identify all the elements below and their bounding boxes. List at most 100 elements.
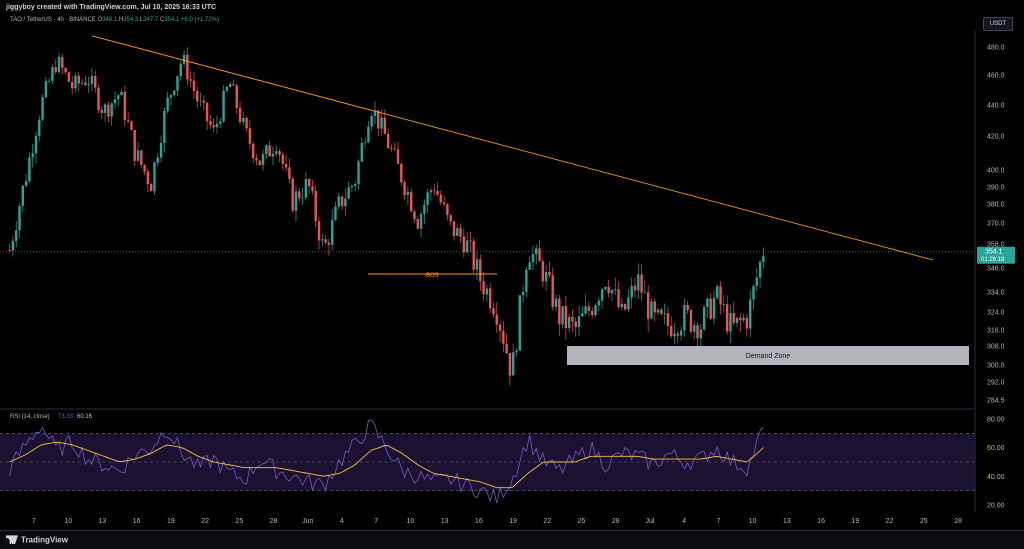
candle-body	[732, 312, 735, 323]
candle-body	[630, 285, 633, 298]
candle-body	[419, 213, 423, 229]
candle-body	[235, 85, 238, 108]
time-tick-label-12: 13	[441, 518, 449, 525]
candle-body	[406, 191, 410, 196]
candle-body	[222, 90, 225, 122]
price-tick-label-1: 460.0	[987, 73, 1005, 80]
candle-body	[479, 259, 482, 282]
price-pane[interactable]: 354.1 01:26:18 BOS Demand Zone	[0, 35, 1015, 386]
candle-body	[186, 54, 189, 80]
price-tick-label-15: 292.0	[987, 380, 1005, 387]
price-tick-label-14: 300.0	[987, 363, 1005, 370]
candle-body	[699, 329, 703, 339]
rsi-tick-label-3: 20.00	[987, 502, 1005, 509]
candle-body	[61, 57, 64, 68]
candle-body	[745, 317, 749, 329]
time-tick-label-25: 22	[886, 518, 894, 525]
candle-body	[67, 72, 71, 82]
candle-body	[541, 261, 545, 282]
candle-body	[650, 301, 653, 319]
candle-body	[245, 118, 248, 129]
symbol-info: TAO / TetherUS · 4h · BINANCE O348.1 H35…	[10, 17, 219, 23]
rsi-tick-label-1: 60.00	[987, 445, 1005, 452]
candle-body	[548, 272, 551, 276]
ohlc-close-label: C	[159, 17, 165, 23]
ohlc-open: 348.1	[102, 17, 118, 23]
price-tick-label-6: 380.0	[987, 202, 1005, 209]
candle-body	[337, 196, 340, 207]
candle-body	[515, 350, 518, 353]
candle-body	[617, 289, 620, 308]
symbol-name[interactable]: TAO / TetherUS · 4h · BINANCE	[10, 17, 96, 23]
candle-body	[80, 82, 84, 84]
candle-body	[38, 119, 41, 136]
time-tick-label-14: 19	[509, 518, 517, 525]
candle-body	[521, 291, 525, 296]
ohlc-close: 354.1	[164, 17, 180, 23]
candle-body	[538, 248, 541, 262]
candle-body	[357, 161, 360, 185]
candle-body	[8, 250, 11, 251]
candle-body	[51, 67, 54, 81]
candle-body	[508, 353, 512, 376]
candle-body	[159, 142, 163, 158]
trendline	[91, 35, 934, 261]
current-price-label: 354.1	[985, 248, 1003, 255]
rsi-ma-value: 60.16	[77, 414, 93, 420]
candle-body	[18, 206, 21, 231]
candle-body	[604, 287, 607, 290]
candle-body	[248, 128, 252, 144]
tradingview-logo: TradingView	[6, 535, 68, 545]
candle-body	[669, 326, 673, 337]
candle-body	[755, 277, 758, 287]
candle-body	[84, 82, 87, 86]
candle-body	[156, 157, 159, 163]
candle-body	[271, 153, 275, 157]
candle-body	[739, 317, 742, 321]
candle-body	[581, 313, 584, 317]
candle-body	[311, 186, 314, 191]
candle-body	[225, 86, 229, 91]
candle-body	[103, 104, 107, 113]
rsi-title: RSI (14, close)	[10, 414, 50, 420]
candle-body	[429, 190, 433, 193]
candle-body	[130, 121, 133, 130]
candle-body	[528, 262, 531, 270]
candle-body	[354, 184, 357, 186]
candle-body	[518, 295, 521, 351]
candle-body	[77, 75, 80, 84]
candle-body	[587, 306, 591, 312]
candle-body	[166, 97, 169, 111]
price-tick-label-12: 316.0	[987, 328, 1005, 335]
candle-body	[360, 142, 364, 162]
currency-button[interactable]: USDT	[983, 17, 1013, 31]
candle-body	[482, 281, 485, 295]
candle-body	[561, 305, 564, 325]
candle-body	[505, 343, 508, 354]
candle-body	[143, 164, 146, 172]
candle-body	[288, 167, 291, 179]
chart-canvas[interactable]: 354.1 01:26:18 BOS Demand Zone 80.00 60.00 40…	[0, 0, 1024, 530]
candle-body	[656, 309, 660, 313]
candle-body	[268, 145, 271, 157]
candle-body	[386, 134, 390, 149]
time-tick-label-7: 28	[270, 518, 278, 525]
candle-body	[205, 102, 209, 122]
candle-body	[149, 184, 153, 192]
price-tick-label-8: 358.0	[987, 242, 1005, 249]
time-tick-label-9: 4	[340, 518, 344, 525]
rsi-pane[interactable]: 80.00 60.00 40.00 20.00 RSI (14, close) 73.33…	[0, 414, 1005, 509]
time-tick-label-18: Jul	[646, 518, 655, 525]
candle-body	[140, 150, 143, 165]
candle-body	[488, 288, 492, 309]
candle-body	[535, 248, 538, 255]
current-price-tag	[977, 246, 1015, 264]
candle-body	[729, 312, 732, 332]
ohlc-high: 354.3	[123, 17, 139, 23]
price-tick-label-11: 324.0	[987, 310, 1005, 317]
time-tick-label-22: 13	[783, 518, 791, 525]
candle-body	[646, 292, 650, 319]
candle-body	[591, 311, 594, 315]
time-tick-label-10: 7	[374, 518, 378, 525]
rsi-value: 73.33	[58, 414, 74, 420]
